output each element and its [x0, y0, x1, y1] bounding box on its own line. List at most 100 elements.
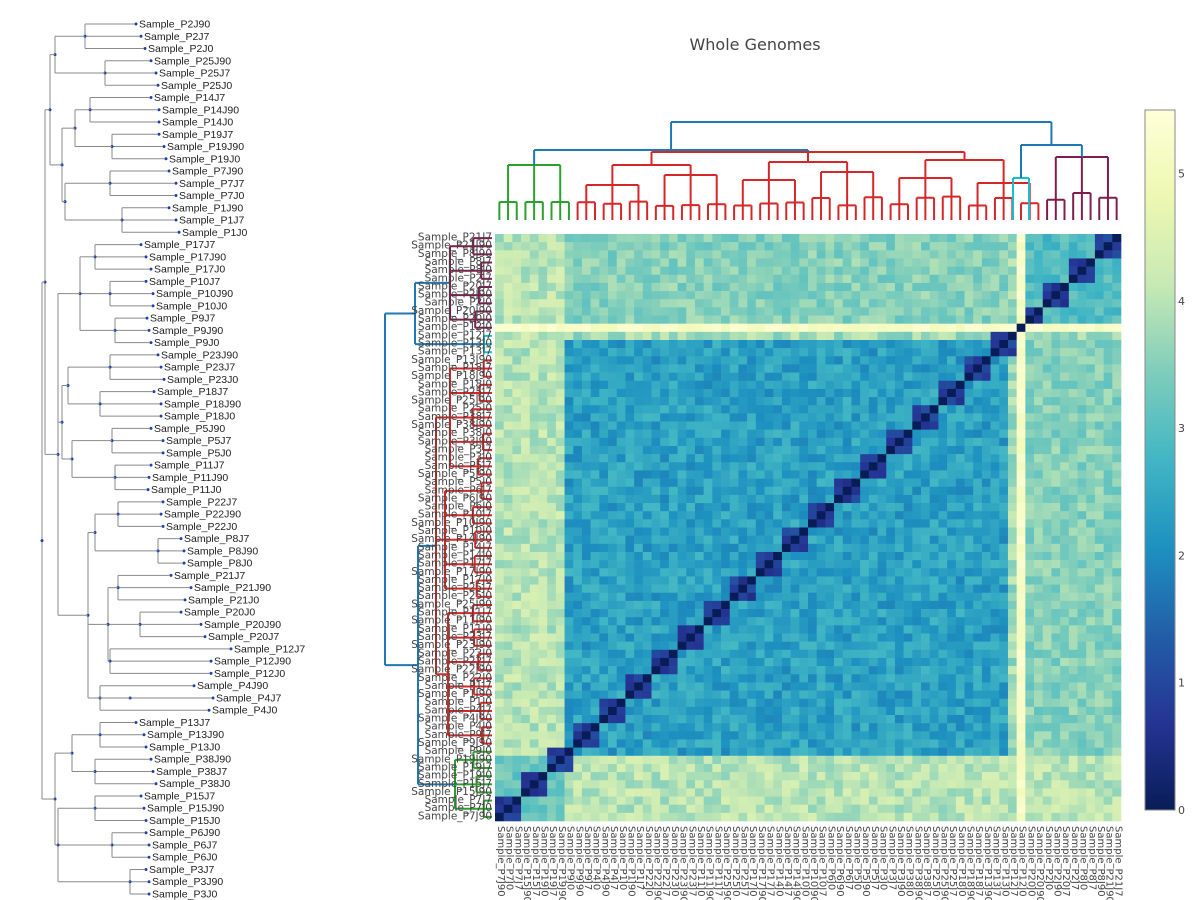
heatmap-cell — [1034, 372, 1044, 382]
heatmap-cell — [599, 682, 609, 691]
heatmap-cell — [912, 364, 922, 373]
heatmap-cell — [816, 486, 826, 496]
heatmap-cell — [1094, 519, 1104, 528]
heatmap-cell — [1060, 234, 1070, 243]
heatmap-cell — [799, 698, 809, 708]
heatmap-cell — [581, 649, 591, 659]
heatmap-cell — [747, 511, 757, 520]
heatmap-cell — [686, 511, 696, 520]
heatmap-cell — [660, 405, 670, 414]
heatmap-cell — [1016, 413, 1026, 422]
heatmap-cell — [781, 617, 791, 626]
heatmap-cell — [947, 364, 957, 373]
heatmap-cell — [616, 649, 626, 659]
heatmap-cell — [660, 462, 670, 471]
heatmap-cell — [694, 543, 704, 553]
heatmap-cell — [816, 299, 826, 308]
heatmap-cell — [634, 266, 644, 276]
heatmap-cell — [842, 421, 852, 430]
heatmap-cell — [703, 454, 713, 463]
heatmap-cell — [642, 421, 652, 430]
heatmap-cell — [842, 617, 852, 626]
heatmap-cell — [773, 609, 783, 618]
heatmap-cell — [703, 388, 713, 398]
heatmap-cell — [947, 527, 957, 536]
heatmap-cell — [1016, 429, 1026, 439]
heatmap-cell — [903, 437, 913, 447]
heatmap-cell — [799, 454, 809, 463]
heatmap-cell — [894, 478, 904, 488]
heatmap-cell — [608, 527, 618, 536]
heatmap-cell — [1077, 242, 1087, 251]
heatmap-cell — [1112, 234, 1122, 243]
heatmap-cell — [651, 617, 661, 626]
heatmap-cell — [1007, 633, 1017, 642]
heatmap-cell — [634, 339, 644, 349]
heatmap-cell — [555, 331, 565, 341]
heatmap-cell — [808, 633, 817, 642]
heatmap-cell — [790, 315, 800, 324]
heatmap-cell — [686, 576, 696, 585]
heatmap-cell — [990, 600, 1000, 610]
heatmap-cell — [1068, 666, 1078, 675]
heatmap-cell — [921, 429, 931, 439]
dendrogram-leaf-label: Sample_P11J0 — [151, 484, 222, 496]
heatmap-cell — [512, 470, 522, 479]
heatmap-cell — [834, 315, 844, 324]
heatmap-cell — [608, 250, 618, 259]
heatmap-cell — [1016, 339, 1026, 349]
dendrogram-leaf-label: Sample_P9J0 — [154, 337, 220, 349]
heatmap-cell — [495, 486, 504, 496]
heatmap-cell — [894, 568, 904, 577]
heatmap-cell — [503, 535, 513, 545]
heatmap-cell — [1007, 519, 1017, 528]
heatmap-cell — [781, 527, 791, 536]
heatmap-cell — [1051, 666, 1061, 675]
heatmap-cell — [929, 405, 939, 414]
heatmap-cell — [1007, 307, 1017, 316]
heatmap-cell — [529, 568, 539, 577]
heatmap-cell — [608, 666, 618, 675]
heatmap-cell — [808, 674, 817, 683]
heatmap-cell — [808, 527, 817, 536]
heatmap-cell — [773, 617, 783, 626]
heatmap-cell — [634, 641, 644, 651]
heatmap-cell — [686, 706, 696, 716]
heatmap-cell — [929, 715, 939, 724]
heatmap-cell — [842, 348, 852, 357]
heatmap-cell — [729, 486, 739, 496]
heatmap-cell — [634, 560, 644, 569]
heatmap-cell — [964, 609, 974, 618]
heatmap-cell — [625, 600, 635, 610]
heatmap-cell — [747, 600, 757, 610]
heatmap-cell — [660, 568, 670, 577]
heatmap-cell — [512, 609, 522, 618]
dendrogram-node — [174, 181, 178, 185]
heatmap-cell — [564, 234, 574, 243]
heatmap-cell — [1086, 429, 1096, 439]
dendrogram-node — [144, 279, 148, 283]
heatmap-cell — [512, 454, 522, 463]
heatmap-cell — [608, 503, 618, 512]
heatmap-cell — [738, 723, 748, 732]
heatmap-cell — [634, 356, 644, 365]
heatmap-cell — [590, 356, 600, 365]
heatmap-cell — [894, 421, 904, 430]
heatmap-cell — [1016, 282, 1026, 292]
heatmap-cell — [677, 625, 687, 634]
heatmap-cell — [903, 242, 913, 251]
heatmap-cell — [1068, 511, 1078, 520]
heatmap-cell — [721, 372, 731, 382]
heatmap-cell — [512, 625, 522, 634]
heatmap-cell — [1086, 234, 1096, 243]
heatmap-cell — [712, 543, 722, 553]
heatmap-cell — [1034, 560, 1044, 569]
heatmap-cell — [981, 291, 991, 300]
heatmap-cell — [729, 666, 739, 675]
heatmap-cell — [825, 617, 835, 626]
heatmap-cell — [660, 666, 670, 675]
heatmap-cell — [1077, 543, 1087, 553]
heatmap-cell — [616, 413, 626, 422]
heatmap-cell — [738, 282, 748, 292]
heatmap-cell — [1103, 674, 1113, 683]
